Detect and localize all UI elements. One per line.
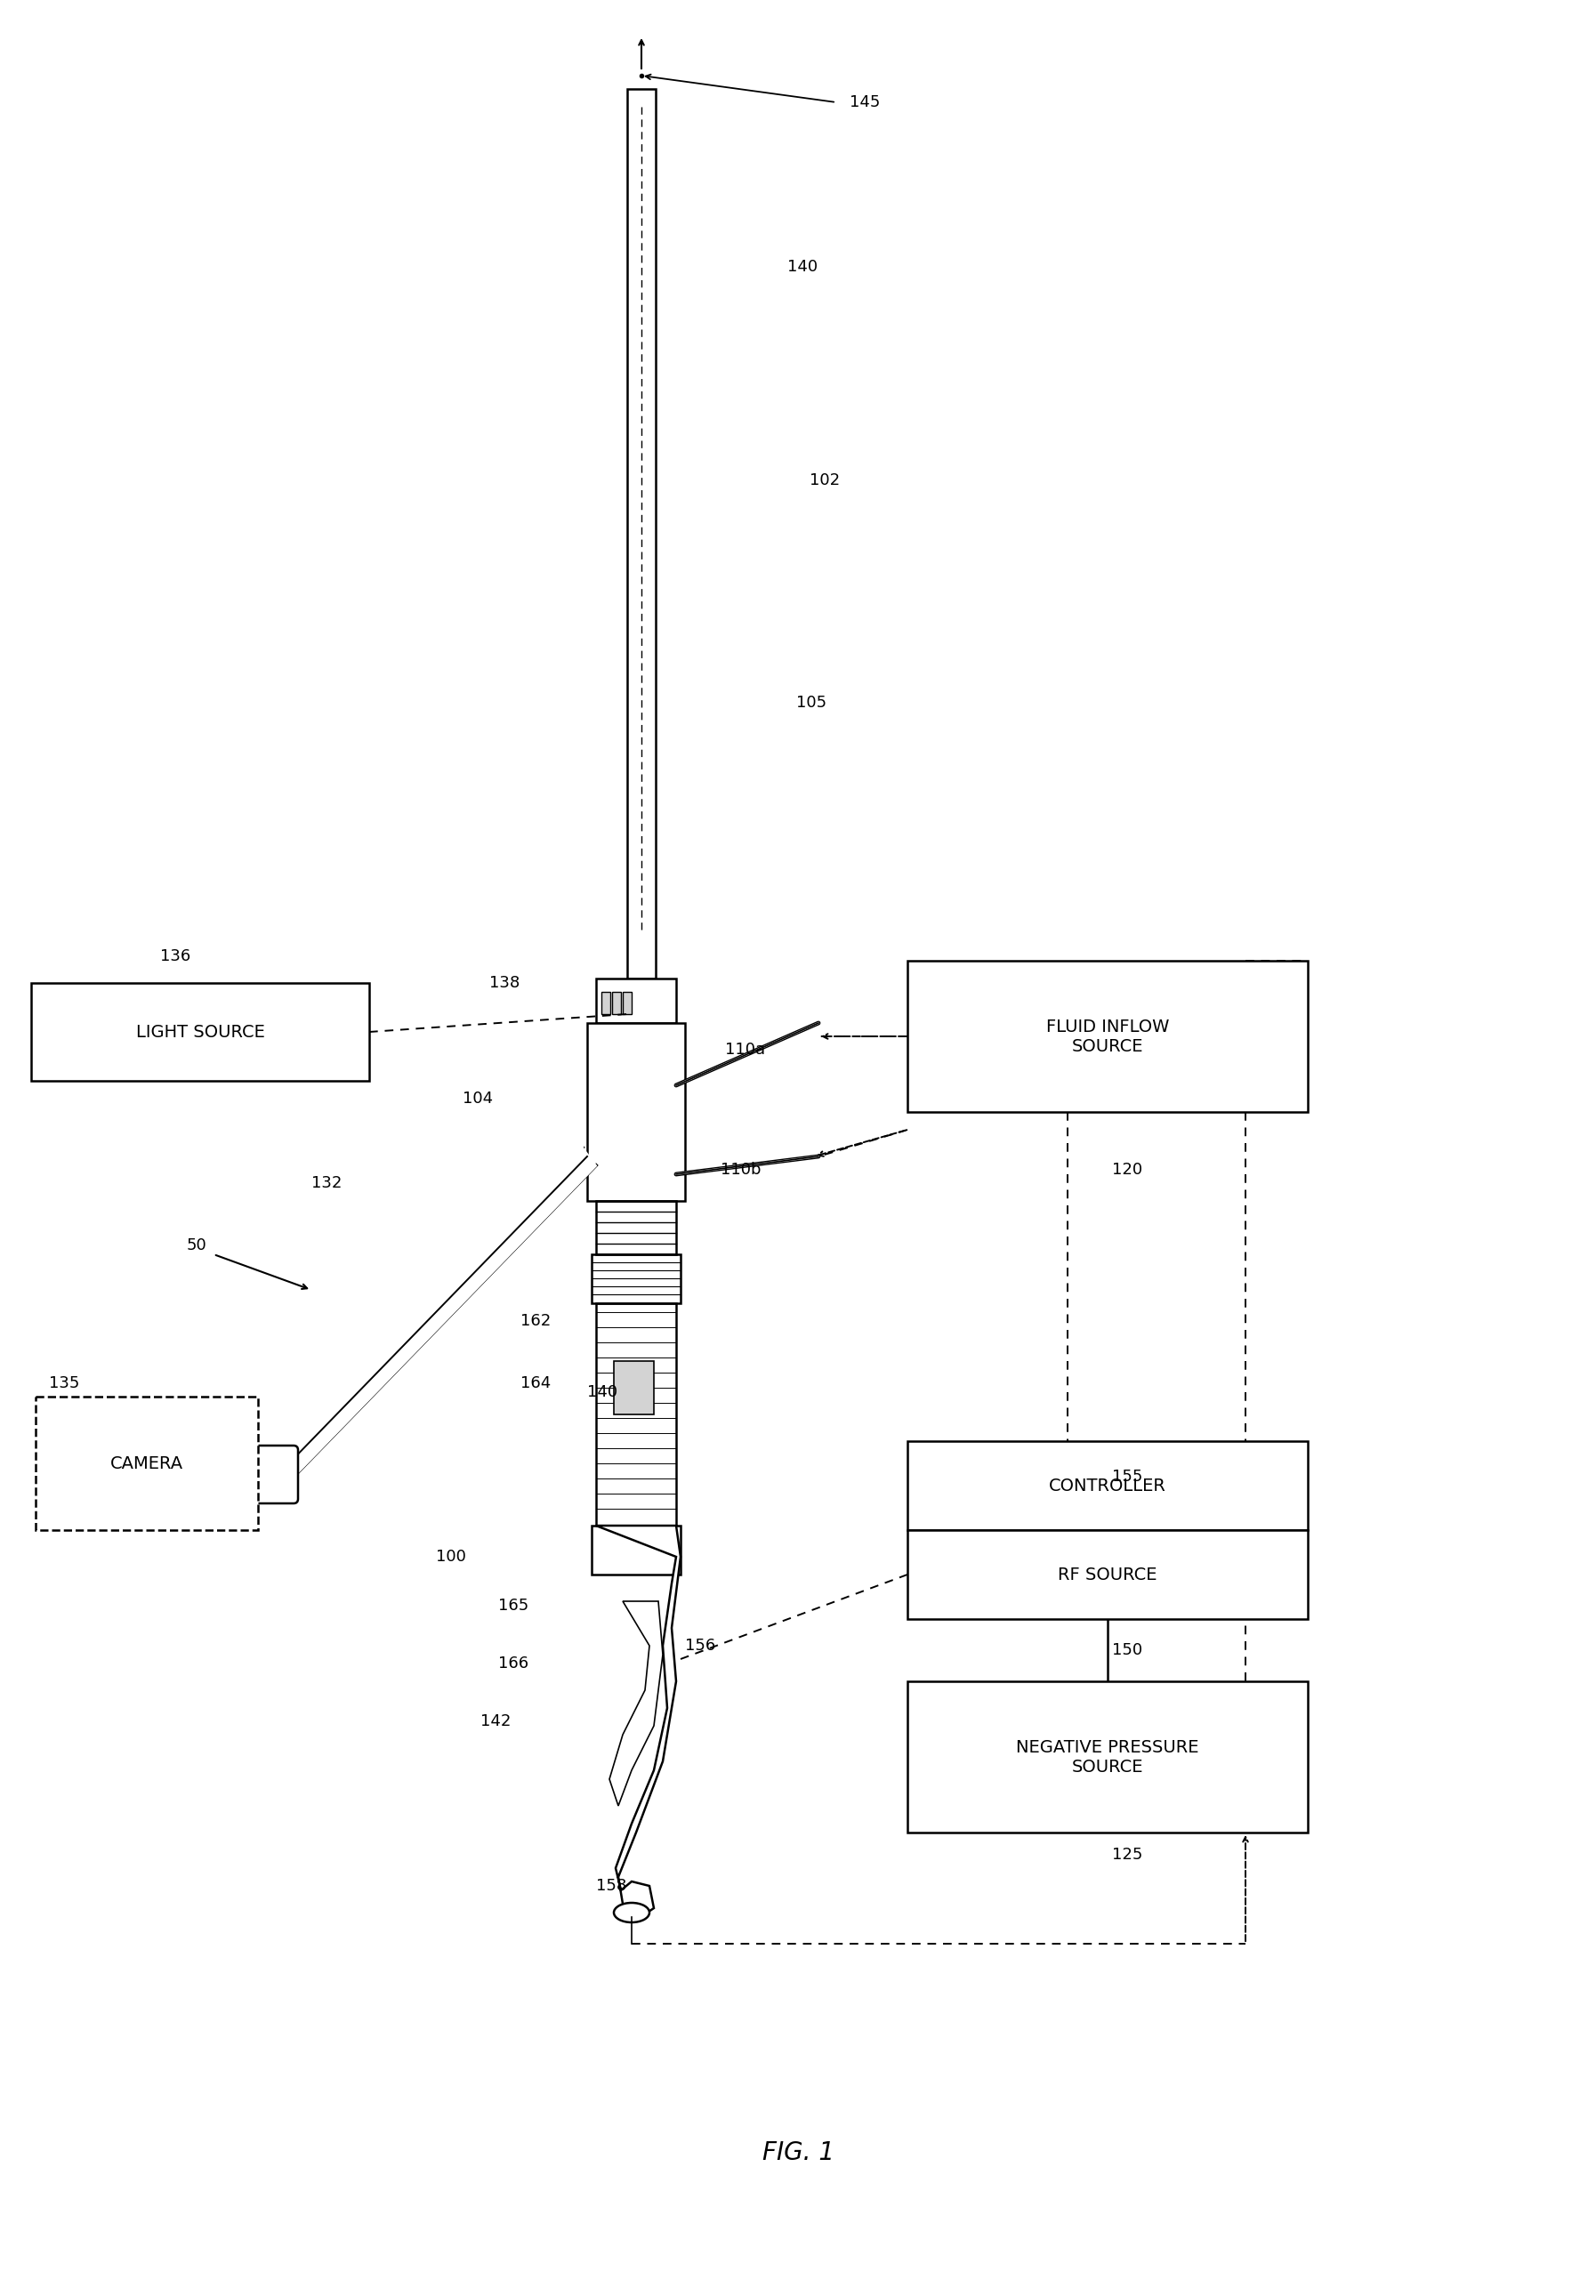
FancyBboxPatch shape — [908, 960, 1307, 1111]
Text: 120: 120 — [1112, 1162, 1143, 1178]
Text: 140: 140 — [787, 259, 817, 276]
Text: FLUID INFLOW
SOURCE: FLUID INFLOW SOURCE — [1045, 1017, 1170, 1054]
FancyBboxPatch shape — [587, 1024, 685, 1201]
Text: FIG. 1: FIG. 1 — [761, 2140, 835, 2165]
PathPatch shape — [595, 1525, 680, 1917]
Text: 162: 162 — [520, 1313, 551, 1329]
FancyBboxPatch shape — [908, 1442, 1307, 1529]
Text: 150: 150 — [1112, 1642, 1143, 1658]
Text: 138: 138 — [490, 976, 520, 992]
Text: 156: 156 — [685, 1637, 715, 1653]
Text: RF SOURCE: RF SOURCE — [1058, 1566, 1157, 1582]
Ellipse shape — [614, 1903, 650, 1922]
Text: 105: 105 — [796, 696, 827, 712]
Text: 142: 142 — [480, 1713, 511, 1729]
Text: 50: 50 — [187, 1238, 207, 1254]
Text: CONTROLLER: CONTROLLER — [1049, 1476, 1167, 1495]
PathPatch shape — [610, 1600, 662, 1807]
Text: 104: 104 — [463, 1091, 493, 1107]
Text: 145: 145 — [849, 94, 879, 110]
Text: 110a: 110a — [725, 1042, 764, 1058]
Text: CAMERA: CAMERA — [110, 1456, 184, 1472]
Text: LIGHT SOURCE: LIGHT SOURCE — [136, 1024, 265, 1040]
Bar — [613, 992, 621, 1015]
FancyBboxPatch shape — [32, 983, 369, 1081]
FancyBboxPatch shape — [595, 1304, 677, 1525]
Bar — [622, 992, 632, 1015]
Bar — [614, 1362, 654, 1414]
FancyBboxPatch shape — [592, 1525, 680, 1575]
FancyBboxPatch shape — [35, 1396, 259, 1529]
Text: 140: 140 — [587, 1384, 618, 1401]
Text: 166: 166 — [498, 1655, 528, 1671]
Text: 125: 125 — [1112, 1846, 1143, 1862]
Text: 164: 164 — [520, 1375, 551, 1391]
Bar — [592, 1254, 680, 1304]
Text: NEGATIVE PRESSURE
SOURCE: NEGATIVE PRESSURE SOURCE — [1017, 1738, 1199, 1775]
FancyBboxPatch shape — [908, 1681, 1307, 1832]
Bar — [595, 1201, 677, 1254]
Text: 110b: 110b — [721, 1162, 761, 1178]
FancyBboxPatch shape — [908, 1529, 1307, 1619]
Bar — [602, 992, 610, 1015]
Text: 136: 136 — [160, 948, 190, 964]
Text: 155: 155 — [1112, 1469, 1143, 1486]
Text: 100: 100 — [436, 1550, 466, 1566]
Text: 165: 165 — [498, 1598, 528, 1614]
FancyBboxPatch shape — [200, 1446, 298, 1504]
Text: 135: 135 — [49, 1375, 80, 1391]
FancyBboxPatch shape — [595, 978, 677, 1024]
Text: 102: 102 — [809, 473, 839, 489]
Text: 132: 132 — [311, 1176, 342, 1192]
Bar — [627, 90, 656, 978]
Text: 158: 158 — [595, 1878, 627, 1894]
